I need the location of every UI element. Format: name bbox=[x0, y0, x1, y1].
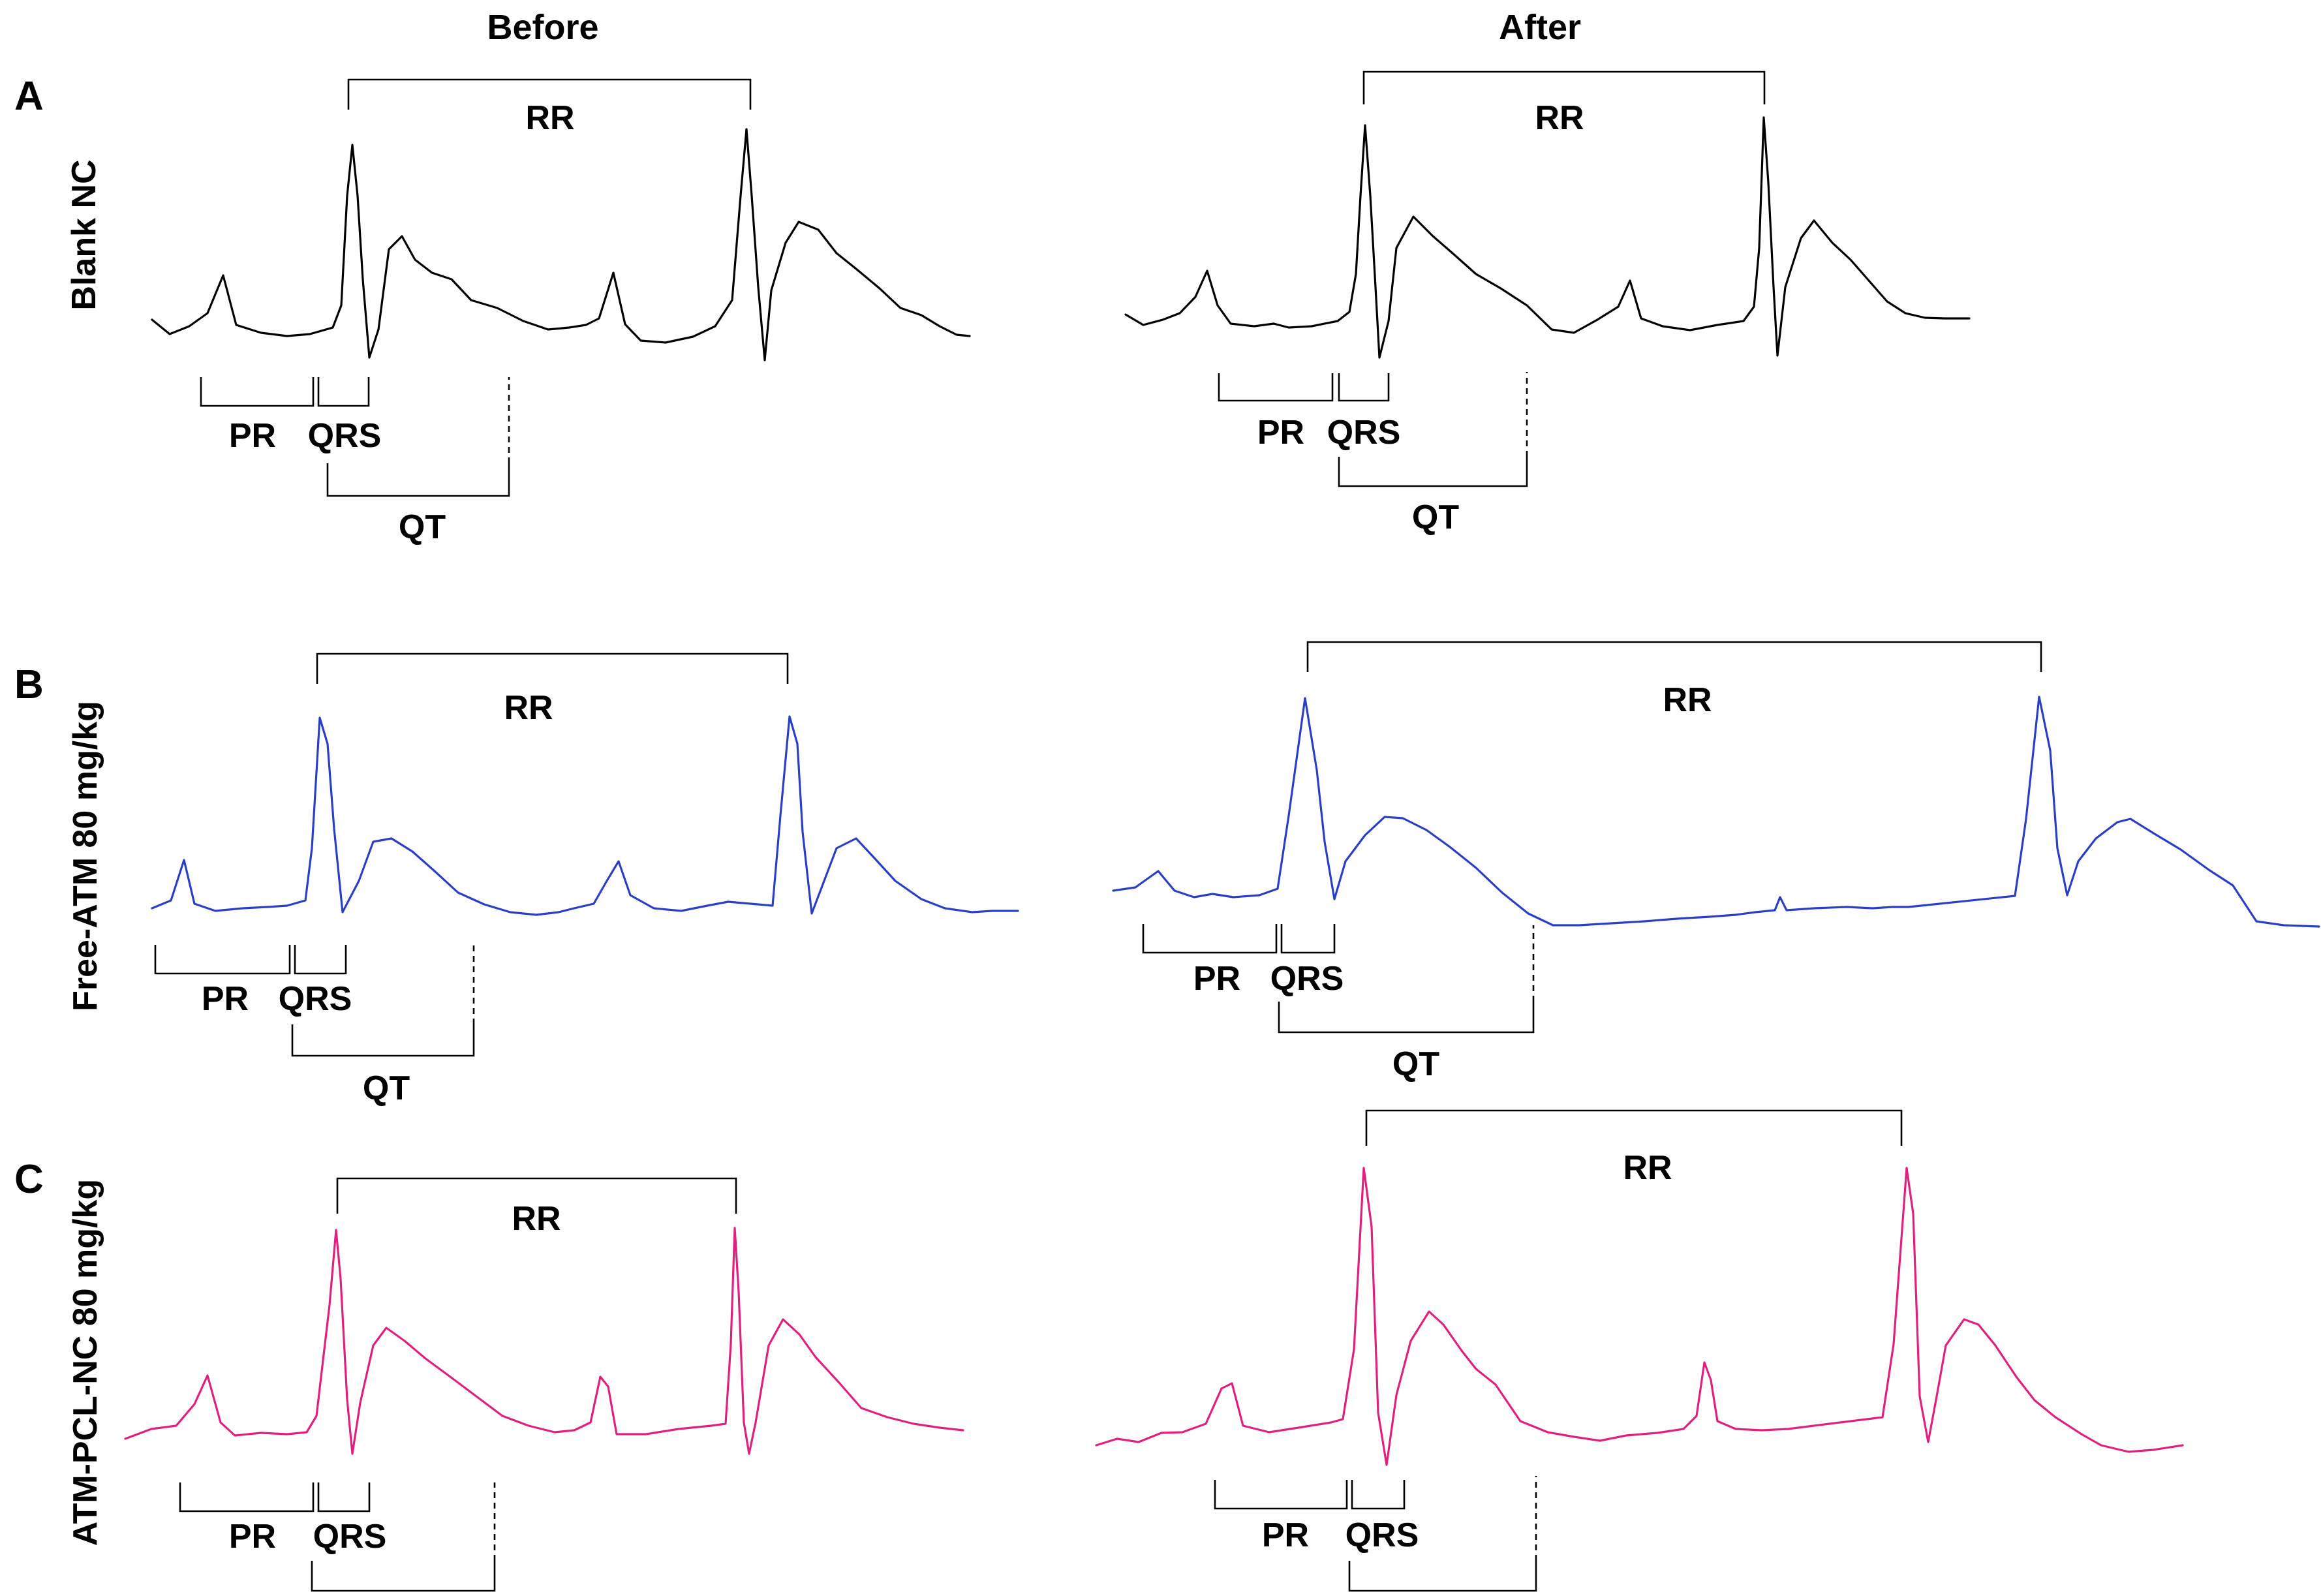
qrs-label-a-before: QRS bbox=[308, 417, 382, 455]
qt-label-b-after: QT bbox=[1392, 1045, 1439, 1083]
panel-a-after: RR PR QRS QT bbox=[1124, 70, 1971, 536]
row-label-free-atm: Free-ATM 80 mg/kg bbox=[67, 701, 104, 1011]
qrs-bracket-b-before bbox=[294, 945, 347, 975]
qrs-bracket-b-after bbox=[1280, 924, 1336, 954]
ecg-trace-a-before bbox=[151, 128, 971, 361]
qrs-label-c-before: QRS bbox=[313, 1518, 387, 1556]
rr-bracket-a-after bbox=[1362, 70, 1766, 104]
rr-label-a-before: RR bbox=[525, 99, 574, 137]
qt-bracket-b-before bbox=[291, 1024, 475, 1057]
rr-label-c-after: RR bbox=[1623, 1149, 1672, 1187]
qt-bracket-a-before bbox=[326, 463, 510, 497]
qrs-label-a-after: QRS bbox=[1327, 414, 1401, 452]
qt-bracket-b-after bbox=[1278, 1002, 1535, 1034]
ecg-trace-b-before bbox=[151, 715, 1019, 916]
pr-label-b-after: PR bbox=[1193, 960, 1240, 998]
qrs-bracket-a-before bbox=[317, 377, 370, 407]
rr-label-b-after: RR bbox=[1663, 681, 1712, 719]
qt-label-b-before: QT bbox=[363, 1069, 410, 1107]
qt-bracket-c-after bbox=[1348, 1561, 1537, 1592]
rr-bracket-c-after bbox=[1365, 1109, 1903, 1146]
row-label-atm-pcl-nc: ATM-PCL-NC 80 mg/kg bbox=[67, 1179, 104, 1546]
pr-label-c-before: PR bbox=[229, 1518, 276, 1556]
qt-label-a-before: QT bbox=[399, 508, 446, 546]
rr-bracket-c-before bbox=[336, 1177, 737, 1214]
qrs-label-b-before: QRS bbox=[279, 980, 352, 1018]
panel-b-after: RR PR QRS QT bbox=[1112, 641, 2320, 1083]
pr-label-a-after: PR bbox=[1257, 414, 1304, 452]
column-title-before: Before bbox=[487, 8, 598, 47]
rr-bracket-b-before bbox=[316, 652, 789, 684]
panel-letter-b: B bbox=[14, 662, 44, 707]
panel-c-before: RR PR QRS bbox=[124, 1177, 964, 1592]
panel-b: B Free-ATM 80 mg/kg RR PR QRS QT RR PR Q… bbox=[14, 641, 2320, 1107]
rr-label-b-before: RR bbox=[504, 689, 553, 727]
panel-a: A Blank NC RR PR QRS QT RR PR QRS QT bbox=[14, 70, 1971, 546]
ecg-trace-c-before bbox=[124, 1227, 964, 1455]
ecg-trace-a-after bbox=[1124, 116, 1971, 359]
panel-letter-c: C bbox=[14, 1157, 44, 1202]
pr-label-a-before: PR bbox=[229, 417, 276, 455]
rr-bracket-b-after bbox=[1306, 641, 2042, 672]
row-label-blank-nc: Blank NC bbox=[65, 159, 103, 310]
ecg-trace-b-after bbox=[1112, 696, 2320, 928]
pr-bracket-b-after bbox=[1142, 924, 1278, 954]
qrs-bracket-c-after bbox=[1351, 1480, 1406, 1510]
pr-label-b-before: PR bbox=[202, 980, 249, 1018]
rr-label-a-after: RR bbox=[1535, 99, 1584, 137]
pr-bracket-c-after bbox=[1214, 1480, 1348, 1510]
pr-bracket-a-after bbox=[1218, 373, 1334, 402]
column-title-after: After bbox=[1499, 8, 1581, 47]
panel-a-before: RR PR QRS QT bbox=[151, 78, 971, 546]
qrs-bracket-c-before bbox=[317, 1482, 371, 1512]
pr-bracket-b-before bbox=[154, 945, 291, 975]
panel-letter-a: A bbox=[14, 74, 44, 119]
panel-c-after: RR PR QRS bbox=[1095, 1109, 2184, 1592]
qrs-bracket-a-after bbox=[1338, 373, 1390, 402]
qrs-label-c-after: QRS bbox=[1345, 1516, 1419, 1554]
panel-b-before: RR PR QRS QT bbox=[151, 652, 1019, 1107]
qt-bracket-a-after bbox=[1338, 457, 1528, 487]
pr-bracket-a-before bbox=[200, 377, 315, 407]
qrs-label-b-after: QRS bbox=[1270, 960, 1344, 998]
panel-c: C ATM-PCL-NC 80 mg/kg RR PR QRS RR PR QR… bbox=[14, 1109, 2184, 1592]
pr-label-c-after: PR bbox=[1262, 1516, 1309, 1554]
pr-bracket-c-before bbox=[179, 1482, 315, 1512]
qt-label-a-after: QT bbox=[1412, 499, 1459, 536]
ecg-trace-c-after bbox=[1095, 1167, 2184, 1466]
qt-bracket-c-before bbox=[311, 1561, 496, 1592]
rr-bracket-a-before bbox=[347, 78, 752, 110]
rr-label-c-before: RR bbox=[512, 1200, 561, 1238]
